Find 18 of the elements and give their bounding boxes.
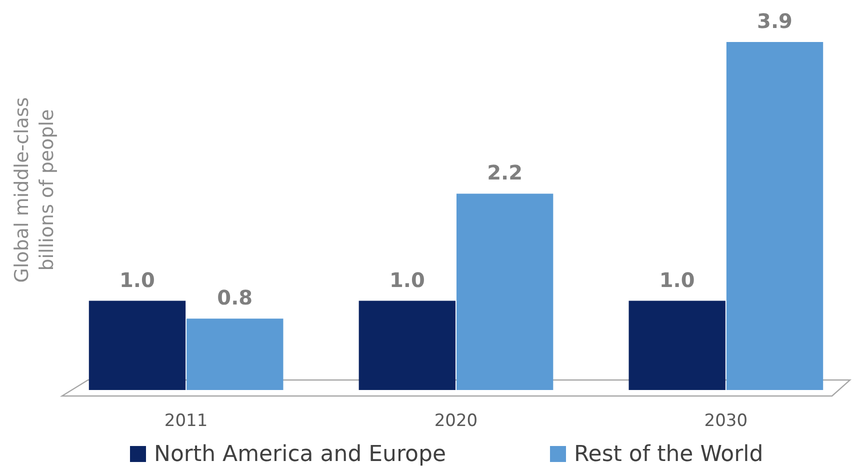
x-tick-label: 2011 [164, 411, 208, 431]
bar [726, 42, 824, 390]
bar [186, 318, 284, 390]
x-tick-label: 2030 [704, 411, 748, 431]
data-label: 1.0 [120, 268, 155, 292]
data-label: 2.2 [487, 160, 523, 185]
data-label: 1.0 [659, 268, 695, 292]
data-label: 0.8 [217, 286, 253, 310]
x-tick-label: 2020 [434, 411, 478, 431]
data-label: 1.0 [389, 268, 425, 292]
legend-label: North America and Europe [154, 442, 446, 467]
data-label: 3.9 [757, 9, 792, 33]
bar [358, 300, 456, 390]
y-axis-title: Global middle-class billions of people [11, 97, 58, 283]
legend-label: Rest of the World [574, 442, 764, 467]
bar [88, 300, 186, 390]
bar [628, 300, 726, 390]
bar [456, 194, 554, 390]
